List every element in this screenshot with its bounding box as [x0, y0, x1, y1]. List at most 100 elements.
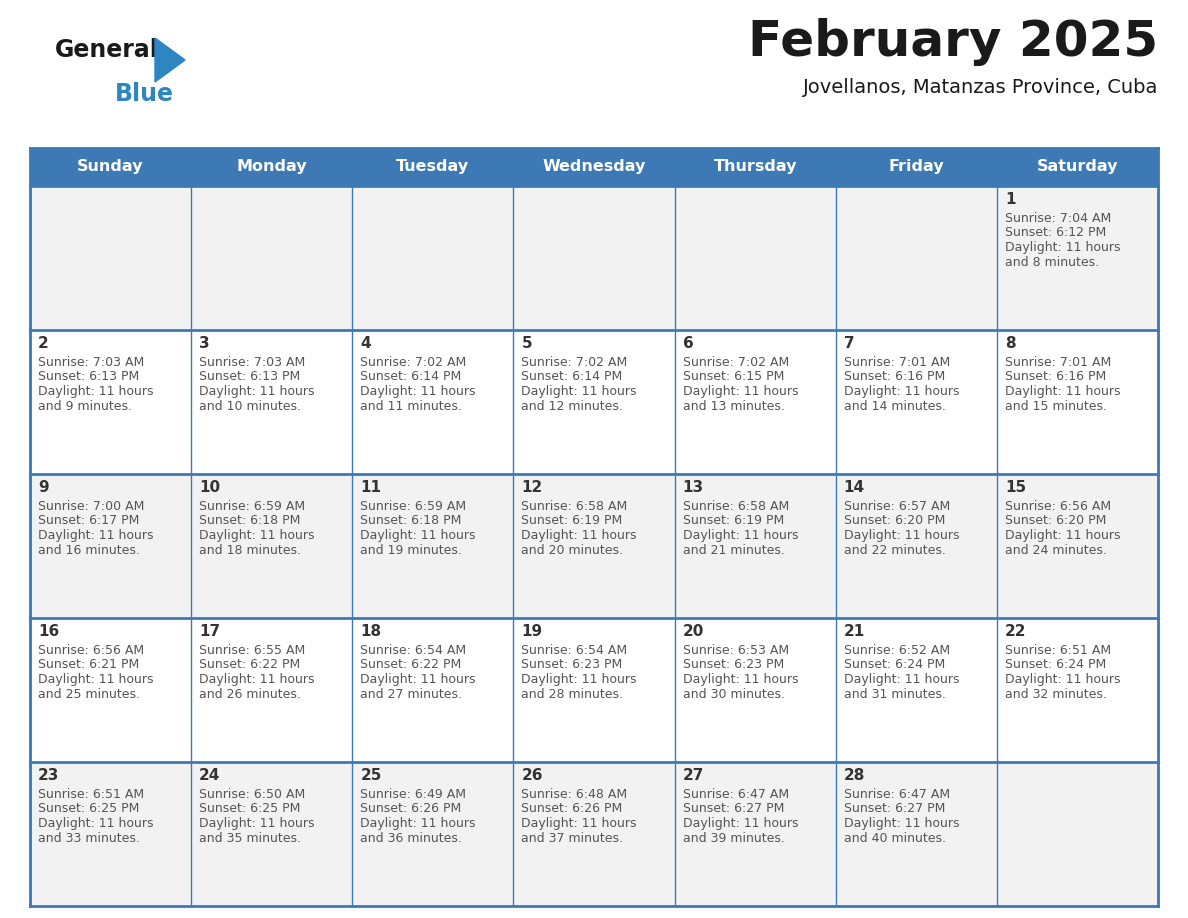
Text: and 39 minutes.: and 39 minutes.	[683, 832, 784, 845]
Text: Monday: Monday	[236, 160, 307, 174]
Text: 24: 24	[200, 768, 221, 783]
Text: Daylight: 11 hours: Daylight: 11 hours	[843, 817, 959, 830]
Text: and 25 minutes.: and 25 minutes.	[38, 688, 140, 700]
Text: Sunset: 6:17 PM: Sunset: 6:17 PM	[38, 514, 139, 528]
Text: 23: 23	[38, 768, 59, 783]
Text: and 12 minutes.: and 12 minutes.	[522, 399, 624, 412]
Text: Daylight: 11 hours: Daylight: 11 hours	[522, 385, 637, 398]
Text: Wednesday: Wednesday	[542, 160, 646, 174]
Text: Sunrise: 7:02 AM: Sunrise: 7:02 AM	[360, 356, 467, 369]
Text: Sunset: 6:27 PM: Sunset: 6:27 PM	[843, 802, 946, 815]
Text: Thursday: Thursday	[713, 160, 797, 174]
Text: Sunrise: 6:58 AM: Sunrise: 6:58 AM	[522, 500, 627, 513]
Bar	[30, 474, 1158, 618]
Text: 7: 7	[843, 336, 854, 351]
Text: Daylight: 11 hours: Daylight: 11 hours	[843, 529, 959, 542]
Text: 2: 2	[38, 336, 49, 351]
Text: Sunrise: 6:51 AM: Sunrise: 6:51 AM	[38, 788, 144, 801]
Text: Sunrise: 6:47 AM: Sunrise: 6:47 AM	[683, 788, 789, 801]
Bar	[30, 330, 1158, 474]
Text: Daylight: 11 hours: Daylight: 11 hours	[1005, 385, 1120, 398]
Text: Sunset: 6:22 PM: Sunset: 6:22 PM	[360, 658, 461, 671]
Text: and 37 minutes.: and 37 minutes.	[522, 832, 624, 845]
Text: Daylight: 11 hours: Daylight: 11 hours	[683, 673, 798, 686]
Text: 22: 22	[1005, 624, 1026, 639]
Text: 4: 4	[360, 336, 371, 351]
Text: and 22 minutes.: and 22 minutes.	[843, 543, 946, 556]
Text: Sunset: 6:19 PM: Sunset: 6:19 PM	[522, 514, 623, 528]
Text: 10: 10	[200, 480, 220, 495]
Text: Sunrise: 7:02 AM: Sunrise: 7:02 AM	[683, 356, 789, 369]
Text: Sunrise: 6:54 AM: Sunrise: 6:54 AM	[522, 644, 627, 657]
Text: Sunrise: 6:52 AM: Sunrise: 6:52 AM	[843, 644, 950, 657]
Text: Sunrise: 6:47 AM: Sunrise: 6:47 AM	[843, 788, 950, 801]
Text: and 33 minutes.: and 33 minutes.	[38, 832, 140, 845]
Text: Sunset: 6:20 PM: Sunset: 6:20 PM	[843, 514, 946, 528]
Text: Daylight: 11 hours: Daylight: 11 hours	[1005, 241, 1120, 254]
Text: and 36 minutes.: and 36 minutes.	[360, 832, 462, 845]
Text: Daylight: 11 hours: Daylight: 11 hours	[522, 817, 637, 830]
Text: Sunset: 6:23 PM: Sunset: 6:23 PM	[683, 658, 784, 671]
Text: 3: 3	[200, 336, 210, 351]
Text: Sunset: 6:13 PM: Sunset: 6:13 PM	[200, 371, 301, 384]
Bar	[30, 618, 1158, 762]
Text: 1: 1	[1005, 192, 1016, 207]
Text: February 2025: February 2025	[748, 18, 1158, 66]
Text: Sunset: 6:27 PM: Sunset: 6:27 PM	[683, 802, 784, 815]
Text: Daylight: 11 hours: Daylight: 11 hours	[683, 529, 798, 542]
Text: Daylight: 11 hours: Daylight: 11 hours	[522, 673, 637, 686]
Text: 19: 19	[522, 624, 543, 639]
Text: Daylight: 11 hours: Daylight: 11 hours	[522, 529, 637, 542]
Text: Daylight: 11 hours: Daylight: 11 hours	[38, 817, 153, 830]
Text: Sunset: 6:21 PM: Sunset: 6:21 PM	[38, 658, 139, 671]
Text: 25: 25	[360, 768, 381, 783]
Text: Daylight: 11 hours: Daylight: 11 hours	[843, 673, 959, 686]
Text: Sunset: 6:14 PM: Sunset: 6:14 PM	[360, 371, 461, 384]
Text: Daylight: 11 hours: Daylight: 11 hours	[683, 385, 798, 398]
Text: and 16 minutes.: and 16 minutes.	[38, 543, 140, 556]
Text: Daylight: 11 hours: Daylight: 11 hours	[38, 673, 153, 686]
Bar	[30, 148, 1158, 186]
Text: 16: 16	[38, 624, 59, 639]
Text: Friday: Friday	[889, 160, 944, 174]
Text: Sunrise: 6:55 AM: Sunrise: 6:55 AM	[200, 644, 305, 657]
Text: and 31 minutes.: and 31 minutes.	[843, 688, 946, 700]
Text: Sunrise: 6:59 AM: Sunrise: 6:59 AM	[200, 500, 305, 513]
Text: 20: 20	[683, 624, 704, 639]
Text: Daylight: 11 hours: Daylight: 11 hours	[38, 385, 153, 398]
Text: Sunset: 6:12 PM: Sunset: 6:12 PM	[1005, 227, 1106, 240]
Text: Sunset: 6:25 PM: Sunset: 6:25 PM	[38, 802, 139, 815]
Text: Daylight: 11 hours: Daylight: 11 hours	[200, 385, 315, 398]
Text: 12: 12	[522, 480, 543, 495]
Text: Sunset: 6:14 PM: Sunset: 6:14 PM	[522, 371, 623, 384]
Text: 18: 18	[360, 624, 381, 639]
Text: 17: 17	[200, 624, 220, 639]
Text: and 24 minutes.: and 24 minutes.	[1005, 543, 1107, 556]
Text: and 20 minutes.: and 20 minutes.	[522, 543, 624, 556]
Text: Sunrise: 6:51 AM: Sunrise: 6:51 AM	[1005, 644, 1111, 657]
Text: Sunrise: 7:01 AM: Sunrise: 7:01 AM	[843, 356, 950, 369]
Text: 13: 13	[683, 480, 703, 495]
Text: Sunrise: 6:57 AM: Sunrise: 6:57 AM	[843, 500, 950, 513]
Text: and 32 minutes.: and 32 minutes.	[1005, 688, 1107, 700]
Text: 8: 8	[1005, 336, 1016, 351]
Text: Daylight: 11 hours: Daylight: 11 hours	[843, 385, 959, 398]
Text: Sunset: 6:22 PM: Sunset: 6:22 PM	[200, 658, 301, 671]
Text: Sunrise: 7:03 AM: Sunrise: 7:03 AM	[200, 356, 305, 369]
Text: Sunset: 6:16 PM: Sunset: 6:16 PM	[843, 371, 944, 384]
Text: Sunrise: 6:48 AM: Sunrise: 6:48 AM	[522, 788, 627, 801]
Text: Saturday: Saturday	[1037, 160, 1118, 174]
Text: and 35 minutes.: and 35 minutes.	[200, 832, 301, 845]
Text: Sunrise: 7:01 AM: Sunrise: 7:01 AM	[1005, 356, 1111, 369]
Text: Daylight: 11 hours: Daylight: 11 hours	[200, 529, 315, 542]
Text: 5: 5	[522, 336, 532, 351]
Text: 14: 14	[843, 480, 865, 495]
Text: Sunset: 6:20 PM: Sunset: 6:20 PM	[1005, 514, 1106, 528]
Text: Sunset: 6:24 PM: Sunset: 6:24 PM	[843, 658, 944, 671]
Text: Sunset: 6:26 PM: Sunset: 6:26 PM	[522, 802, 623, 815]
Text: Sunrise: 6:58 AM: Sunrise: 6:58 AM	[683, 500, 789, 513]
Text: Sunset: 6:15 PM: Sunset: 6:15 PM	[683, 371, 784, 384]
Text: 11: 11	[360, 480, 381, 495]
Text: Daylight: 11 hours: Daylight: 11 hours	[360, 385, 475, 398]
Text: and 30 minutes.: and 30 minutes.	[683, 688, 784, 700]
